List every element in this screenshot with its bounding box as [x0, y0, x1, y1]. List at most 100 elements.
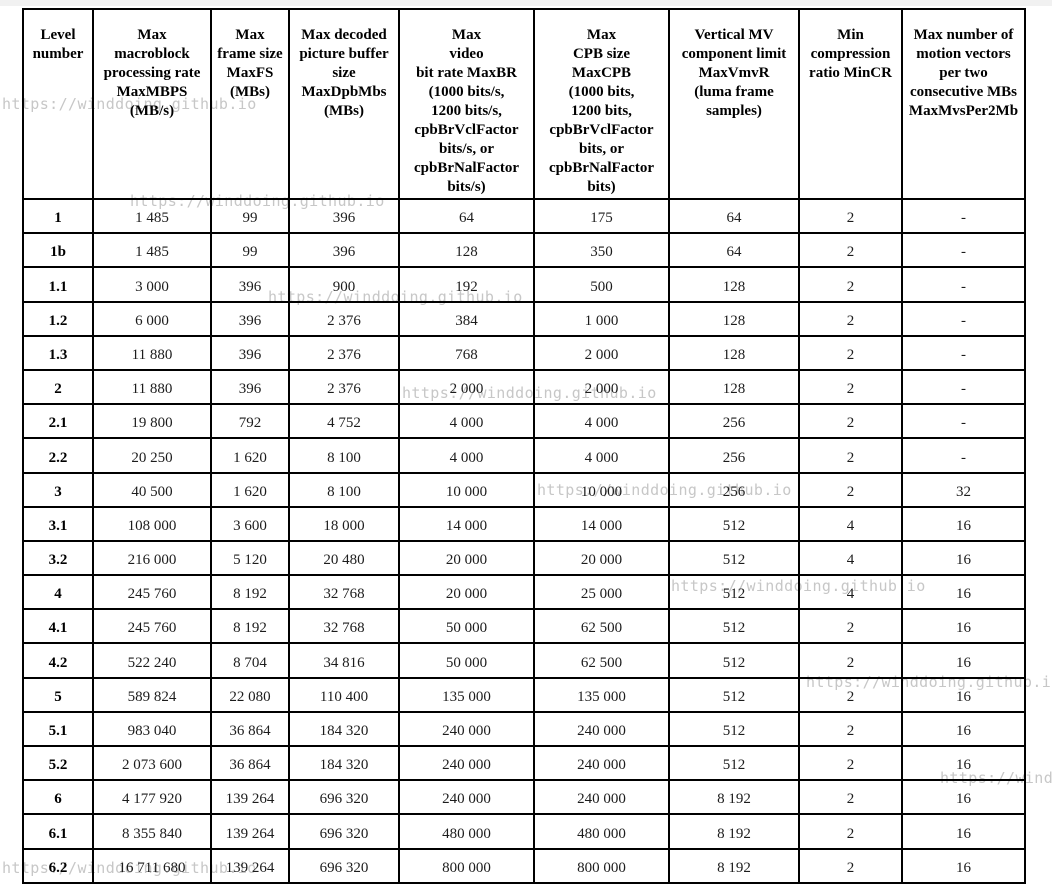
- cell-max-mbps: 1 485: [92, 197, 212, 235]
- cell-max-fs: 792: [210, 403, 290, 440]
- cell-max-dpb-mbs: 20 480: [288, 539, 400, 577]
- cell-min-cr: 2: [798, 197, 903, 235]
- table-header-row: Level number Max macroblock processing ra…: [22, 8, 1026, 200]
- cell-max-cpb: 62 500: [533, 608, 670, 645]
- column-header-max-dpb-mbs: Max decoded picture buffer size MaxDpbMb…: [288, 8, 400, 200]
- cell-level: 5.2: [22, 744, 94, 782]
- cell-max-fs: 3 600: [210, 505, 290, 542]
- cell-max-fs: 139 264: [210, 779, 290, 816]
- cell-max-vmvr: 512: [668, 505, 800, 542]
- cell-max-mbps: 11 880: [92, 368, 212, 406]
- column-header-max-vmvr: Vertical MV component limit MaxVmvR (lum…: [668, 8, 800, 200]
- cell-max-fs: 139 264: [210, 813, 290, 850]
- cell-max-mvs-per-2mb: 16: [901, 744, 1026, 782]
- cell-max-mbps: 983 040: [92, 710, 212, 748]
- cell-min-cr: 2: [798, 300, 903, 337]
- table-row-level-5.2: 5.2 2 073 600 36 864 184 320 240 000 240 000 5…: [22, 744, 1026, 782]
- cell-max-mvs-per-2mb: -: [901, 437, 1026, 474]
- cell-max-mbps: 20 250: [92, 437, 212, 474]
- cell-level: 1.1: [22, 266, 94, 303]
- cell-max-mvs-per-2mb: 16: [901, 539, 1026, 577]
- cell-max-vmvr: 64: [668, 232, 800, 269]
- cell-max-mvs-per-2mb: -: [901, 368, 1026, 406]
- column-header-max-cpb: Max CPB size MaxCPB (1000 bits, 1200 bit…: [533, 8, 670, 200]
- cell-max-cpb: 135 000: [533, 676, 670, 713]
- cell-max-mvs-per-2mb: 16: [901, 813, 1026, 850]
- cell-max-dpb-mbs: 2 376: [288, 300, 400, 337]
- cell-max-br: 240 000: [398, 779, 535, 816]
- cell-max-mvs-per-2mb: -: [901, 403, 1026, 440]
- cell-max-fs: 36 864: [210, 710, 290, 748]
- column-header-max-br: Max video bit rate MaxBR (1000 bits/s, 1…: [398, 8, 535, 200]
- cell-max-cpb: 14 000: [533, 505, 670, 542]
- column-header-level: Level number: [22, 8, 94, 200]
- cell-max-vmvr: 512: [668, 744, 800, 782]
- cell-level: 3.2: [22, 539, 94, 577]
- cell-level: 1b: [22, 232, 94, 269]
- table-row-level-4.2: 4.2 522 240 8 704 34 816 50 000 62 500 512 2 16: [22, 642, 1026, 679]
- cell-max-dpb-mbs: 396: [288, 232, 400, 269]
- table-row-level-2: 2 11 880 396 2 376 2 000 2 000 128 2-: [22, 368, 1026, 406]
- cell-level: 1: [22, 197, 94, 235]
- cell-max-fs: 36 864: [210, 744, 290, 782]
- cell-max-mvs-per-2mb: 16: [901, 779, 1026, 816]
- table-row-level-4: 4 245 760 8 192 32 768 20 000 25 000 512 4 16: [22, 574, 1026, 611]
- cell-max-mvs-per-2mb: -: [901, 232, 1026, 269]
- cell-max-fs: 8 192: [210, 608, 290, 645]
- cell-max-dpb-mbs: 184 320: [288, 710, 400, 748]
- cell-max-mvs-per-2mb: -: [901, 334, 1026, 371]
- cell-max-br: 480 000: [398, 813, 535, 850]
- cell-min-cr: 4: [798, 574, 903, 611]
- cell-max-cpb: 240 000: [533, 710, 670, 748]
- cell-level: 1.3: [22, 334, 94, 371]
- cell-max-br: 4 000: [398, 403, 535, 440]
- cell-max-cpb: 240 000: [533, 779, 670, 816]
- cell-max-vmvr: 256: [668, 403, 800, 440]
- cell-max-cpb: 4 000: [533, 403, 670, 440]
- table-row-level-2.1: 2.1 19 800 792 4 752 4 000 4 000 256 2-: [22, 403, 1026, 440]
- cell-max-dpb-mbs: 2 376: [288, 334, 400, 371]
- cell-max-dpb-mbs: 32 768: [288, 574, 400, 611]
- cell-max-cpb: 500: [533, 266, 670, 303]
- cell-min-cr: 2: [798, 403, 903, 440]
- cell-max-dpb-mbs: 34 816: [288, 642, 400, 679]
- table-row-level-3.2: 3.2 216 000 5 120 20 480 20 000 20 000 512 4 16: [22, 539, 1026, 577]
- cell-max-br: 14 000: [398, 505, 535, 542]
- cell-max-cpb: 10 000: [533, 471, 670, 508]
- cell-max-dpb-mbs: 8 100: [288, 437, 400, 474]
- cell-max-cpb: 25 000: [533, 574, 670, 611]
- cell-max-dpb-mbs: 2 376: [288, 368, 400, 406]
- cell-max-br: 192: [398, 266, 535, 303]
- cell-max-mvs-per-2mb: 16: [901, 710, 1026, 748]
- cell-level: 5.1: [22, 710, 94, 748]
- cell-max-fs: 22 080: [210, 676, 290, 713]
- table-row-level-1.1: 1.1 3 000 396 900 192 500 128 2-: [22, 266, 1026, 303]
- cell-max-fs: 1 620: [210, 471, 290, 508]
- cell-min-cr: 2: [798, 813, 903, 850]
- table-row-level-4.1: 4.1 245 760 8 192 32 768 50 000 62 500 512 2 16: [22, 608, 1026, 645]
- table-row-level-1b: 1b 1 485 99 396 128 350 64 2-: [22, 232, 1026, 269]
- cell-max-br: 128: [398, 232, 535, 269]
- table-row-level-3: 3 40 500 1 620 8 100 10 000 10 000 256 2 32: [22, 471, 1026, 508]
- cell-max-dpb-mbs: 696 320: [288, 779, 400, 816]
- cell-max-cpb: 800 000: [533, 847, 670, 885]
- cell-level: 2: [22, 368, 94, 406]
- level-limits-table: Level number Max macroblock processing ra…: [22, 8, 1026, 885]
- cell-max-cpb: 2 000: [533, 334, 670, 371]
- cell-max-vmvr: 64: [668, 197, 800, 235]
- cell-max-dpb-mbs: 110 400: [288, 676, 400, 713]
- cell-max-br: 384: [398, 300, 535, 337]
- cell-min-cr: 4: [798, 539, 903, 577]
- cell-max-cpb: 2 000: [533, 368, 670, 406]
- cell-max-dpb-mbs: 184 320: [288, 744, 400, 782]
- cell-max-br: 240 000: [398, 744, 535, 782]
- cell-max-mbps: 40 500: [92, 471, 212, 508]
- cell-max-fs: 8 192: [210, 574, 290, 611]
- cell-max-mvs-per-2mb: 32: [901, 471, 1026, 508]
- cell-level: 1.2: [22, 300, 94, 337]
- cell-level: 5: [22, 676, 94, 713]
- cell-min-cr: 2: [798, 437, 903, 474]
- cell-max-cpb: 480 000: [533, 813, 670, 850]
- cell-max-cpb: 350: [533, 232, 670, 269]
